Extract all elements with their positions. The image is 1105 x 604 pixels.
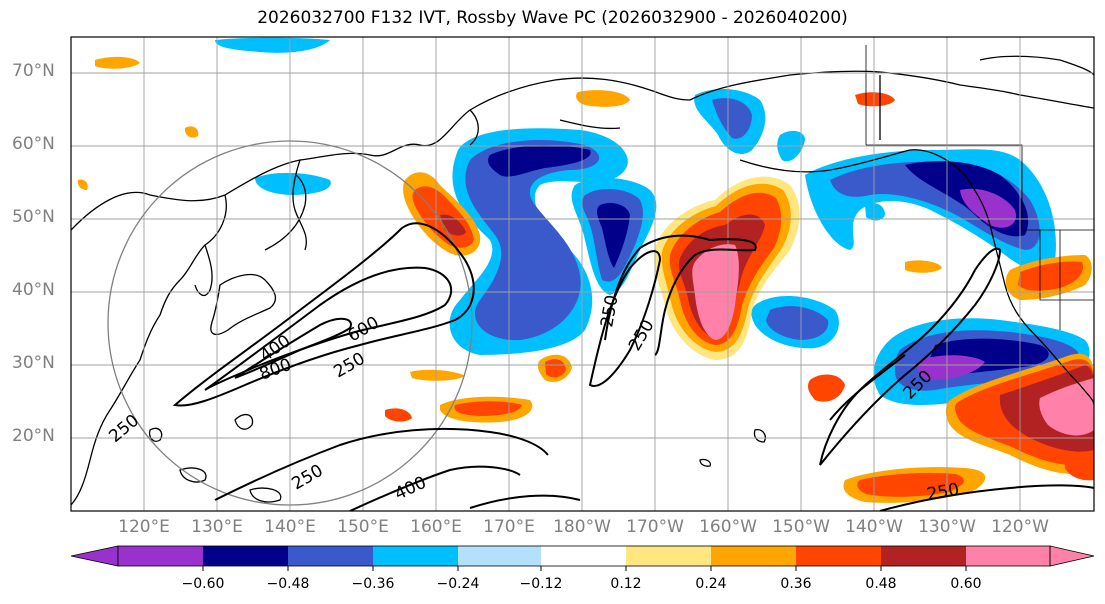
- lon-tick-label: 140°W: [845, 517, 903, 537]
- lat-tick-label: 40°N: [12, 280, 55, 300]
- colorbar-tick-label: 0.60: [950, 576, 982, 592]
- colorbar-tick-label: 0.24: [695, 576, 727, 592]
- colorbar-tick-label: 0.48: [865, 576, 897, 592]
- lat-tick-label: 70°N: [12, 61, 55, 81]
- lon-tick-label: 130°E: [191, 517, 243, 537]
- contour-label: 250: [289, 461, 327, 495]
- lon-tick-label: 180°W: [553, 517, 611, 537]
- colorbar-tick-label: −0.60: [181, 576, 225, 592]
- negative-anomaly-shading: [215, 37, 1090, 405]
- lon-tick-label: 170°E: [483, 517, 535, 537]
- lon-tick-label: 170°W: [626, 517, 684, 537]
- lon-tick-label: 150°E: [337, 517, 389, 537]
- colorbar-tick-label: 0.12: [610, 576, 642, 592]
- lat-tick-label: 60°N: [12, 134, 55, 154]
- contour-label: 400: [392, 473, 430, 505]
- colorbar: [70, 545, 1095, 571]
- colorbar-bin: [966, 546, 1050, 566]
- lat-tick-label: 20°N: [12, 426, 55, 446]
- lat-tick-label: 50°N: [12, 207, 55, 227]
- colorbar-bin: [796, 546, 881, 566]
- map-title: 2026032700 F132 IVT, Rossby Wave PC (202…: [257, 8, 848, 28]
- lon-tick-label: 120°W: [991, 517, 1049, 537]
- colorbar-bin: [458, 546, 541, 566]
- colorbar-tick-label: −0.12: [519, 576, 563, 592]
- lon-tick-label: 160°E: [410, 517, 462, 537]
- colorbar-extend-high: [1049, 545, 1095, 567]
- positive-anomaly-shading: [77, 56, 1094, 503]
- contour-label: 250: [105, 411, 143, 447]
- colorbar-tick-label: −0.24: [436, 576, 480, 592]
- colorbar-tick-label: −0.36: [351, 576, 395, 592]
- colorbar-bin: [626, 546, 711, 566]
- colorbar-bin: [203, 546, 288, 566]
- colorbar-bin: [881, 546, 966, 566]
- map-frame: [70, 36, 1095, 512]
- reference-circle: [107, 140, 473, 506]
- colorbar-tick-label: 0.36: [780, 576, 812, 592]
- colorbar-bin: [288, 546, 373, 566]
- contour-label: 250: [925, 480, 960, 505]
- lon-tick-label: 130°W: [918, 517, 976, 537]
- borders: [865, 45, 1094, 330]
- colorbar-bin: [373, 546, 458, 566]
- colorbar-bin: [541, 546, 626, 566]
- ivt-contours: [172, 222, 1094, 511]
- ivt-field: 400 800 600 250 250 250 400 250 250 400 …: [71, 37, 1094, 511]
- lon-tick-label: 120°E: [118, 517, 170, 537]
- colorbar-extend-low: [70, 545, 119, 567]
- colorbar-bin: [711, 546, 796, 566]
- lat-tick-label: 30°N: [12, 353, 55, 373]
- colorbar-ticks: [202, 566, 967, 571]
- colorbar-tick-label: −0.48: [266, 576, 310, 592]
- gridlines: [71, 37, 1094, 511]
- lon-tick-label: 150°W: [772, 517, 830, 537]
- lon-tick-label: 160°W: [699, 517, 757, 537]
- colorbar-frame: [117, 545, 1051, 567]
- colorbar-bin: [118, 546, 203, 566]
- lon-tick-label: 140°E: [264, 517, 316, 537]
